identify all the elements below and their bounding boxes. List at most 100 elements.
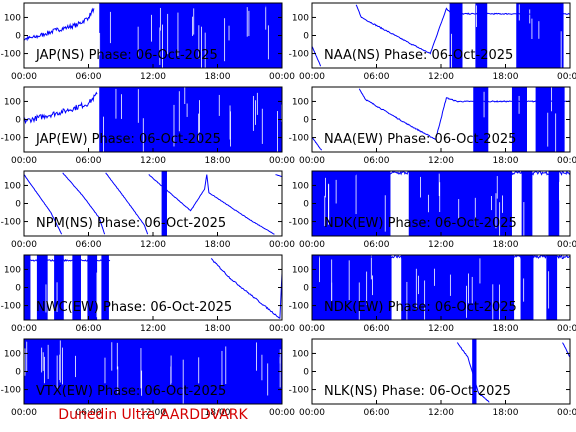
y-tick-label: 100	[4, 265, 21, 275]
y-tick-label: -100	[289, 302, 310, 312]
plot-area	[312, 255, 570, 320]
y-tick-label: 100	[4, 181, 21, 191]
plot-area	[24, 339, 282, 404]
band-gap	[560, 31, 562, 68]
band-gap	[178, 91, 180, 132]
band-gap	[518, 4, 520, 21]
x-tick-label: 00:00	[299, 156, 325, 166]
y-tick-label: 0	[303, 32, 309, 42]
y-tick-label: 0	[303, 284, 309, 294]
band-gap	[228, 25, 230, 41]
x-tick-label: 00:00	[557, 156, 576, 166]
band-gap	[159, 7, 161, 31]
band-gap	[45, 284, 47, 313]
band-gap	[56, 355, 58, 389]
noise-band	[511, 87, 527, 152]
band-gap	[261, 108, 263, 144]
band-gap	[548, 271, 550, 309]
band-gap	[141, 370, 143, 396]
band-gap	[331, 259, 333, 301]
band-gap	[518, 95, 520, 114]
band-gap	[531, 18, 533, 40]
plot-area	[24, 3, 282, 68]
band-gap	[43, 356, 45, 384]
phase-panel-2: 100 0 -100 00:00 06:00 12:00 18:00 00:00 NAA(NS)…	[289, 2, 576, 82]
panel-title: JAP(NS) Phase: 06-Oct-2025	[35, 48, 218, 63]
band-gap	[256, 341, 257, 371]
band-gap	[479, 258, 481, 284]
y-tick-label: 0	[15, 32, 21, 42]
x-tick-label: 06:00	[76, 72, 102, 82]
noise-band	[546, 255, 558, 320]
phase-panel-6: 100 0 -100 00:00 06:00 12:00 18:00 00:00 NDK(EW)…	[289, 170, 576, 250]
noise-band	[521, 171, 533, 236]
y-tick-label: 100	[292, 349, 309, 359]
band-gap	[439, 182, 441, 213]
x-tick-label: 12:00	[428, 324, 454, 334]
x-tick-label: 18:00	[493, 324, 519, 334]
band-gap	[75, 355, 76, 378]
x-tick-label: 00:00	[299, 324, 325, 334]
band-gap	[96, 272, 98, 318]
band-gap	[495, 193, 497, 229]
band-gap	[427, 194, 429, 213]
band-gap	[159, 27, 161, 65]
x-tick-label: 12:00	[140, 240, 166, 250]
band-gap	[267, 25, 269, 60]
x-tick-label: 00:00	[299, 72, 325, 82]
band-gap	[466, 285, 467, 318]
phase-panel-7: 100 0 -100 00:00 06:00 12:00 18:00 00:00 NWC(EW)…	[1, 254, 295, 334]
band-gap	[221, 350, 223, 386]
footer-label: Dunedin Ultra AARDDVARK	[58, 407, 248, 423]
band-gap	[26, 341, 28, 372]
plot-area	[456, 339, 570, 404]
band-gap	[230, 111, 231, 147]
phase-trace	[456, 342, 570, 403]
band-gap	[502, 195, 503, 213]
x-tick-label: 00:00	[557, 240, 576, 250]
band-gap	[267, 363, 269, 396]
band-gap	[42, 352, 44, 371]
plot-area	[312, 171, 570, 236]
x-tick-label: 06:00	[364, 324, 390, 334]
band-gap	[523, 202, 525, 236]
y-tick-label: 0	[15, 368, 21, 378]
x-tick-label: 18:00	[205, 408, 231, 418]
band-gap	[325, 177, 326, 198]
x-tick-label: 00:00	[269, 324, 295, 334]
band-gap	[167, 13, 169, 55]
band-gap	[256, 92, 258, 115]
noise-band	[408, 171, 512, 236]
band-gap	[355, 173, 357, 215]
x-tick-label: 06:00	[364, 156, 390, 166]
x-tick-label: 12:00	[140, 324, 166, 334]
y-tick-label: 0	[15, 200, 21, 210]
band-gap	[246, 6, 248, 37]
noise-band	[36, 255, 48, 320]
band-gap	[104, 357, 106, 384]
band-gap	[177, 12, 179, 57]
noise-band	[535, 87, 565, 152]
x-tick-label: 00:00	[11, 156, 37, 166]
band-gap	[424, 280, 426, 320]
band-gap	[529, 9, 531, 24]
band-gap	[491, 196, 492, 211]
noise-band	[161, 171, 167, 236]
y-tick-label: 100	[292, 265, 309, 275]
band-gap	[265, 4, 267, 30]
y-tick-label: 0	[303, 368, 309, 378]
plot-area	[24, 87, 282, 152]
x-tick-label: 12:00	[428, 156, 454, 166]
band-gap	[170, 366, 172, 385]
phase-trace	[312, 4, 570, 67]
y-tick-label: -100	[289, 218, 310, 228]
band-gap	[225, 346, 227, 385]
band-gap	[406, 281, 408, 320]
band-gap	[59, 354, 61, 380]
band-gap	[496, 176, 498, 199]
x-tick-label: 00:00	[557, 408, 576, 418]
band-gap	[538, 21, 540, 39]
noise-band	[475, 3, 488, 68]
phase-trace	[24, 172, 282, 235]
band-gap	[279, 357, 281, 388]
